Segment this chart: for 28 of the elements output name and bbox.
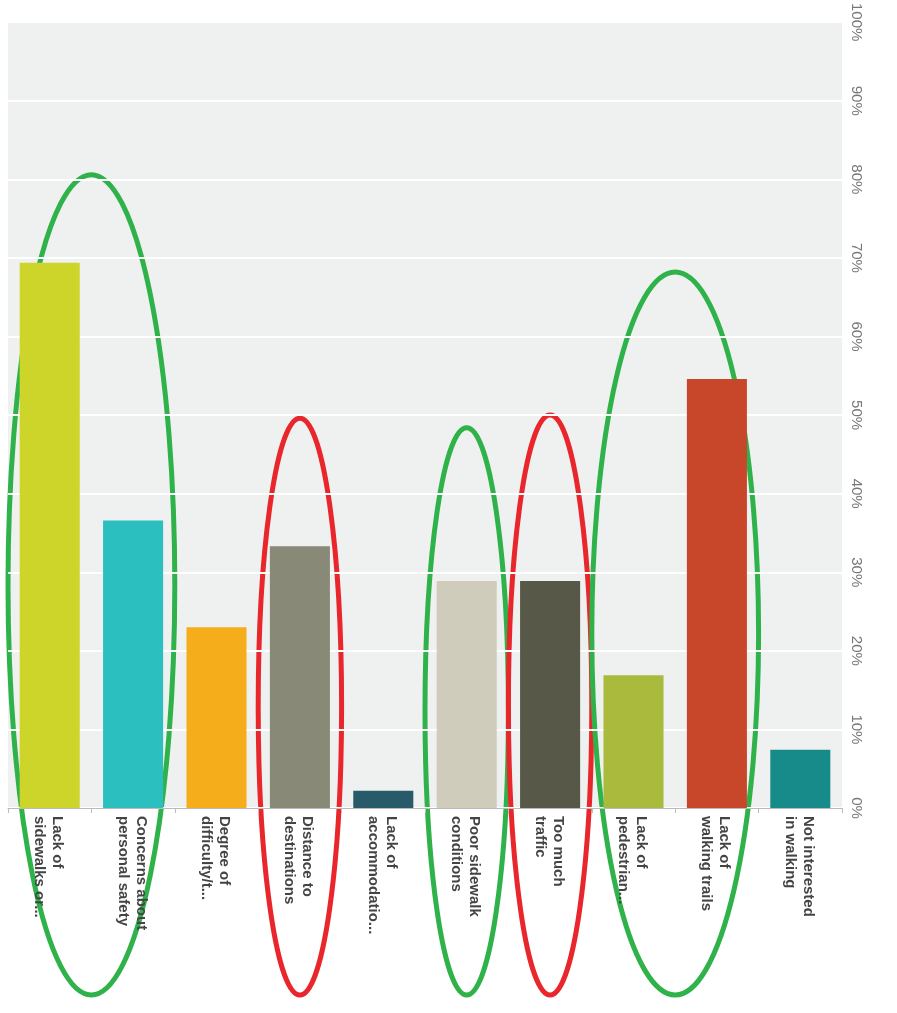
y-tick-label: 90%: [849, 85, 866, 116]
bar: [770, 749, 831, 808]
x-tick-label: Lack of sidewalks or...: [32, 816, 68, 918]
y-tick-label: 50%: [849, 400, 866, 431]
bar: [186, 627, 247, 808]
x-tick-label: Not interested in walking: [782, 816, 818, 917]
y-tick-label: 40%: [849, 478, 866, 509]
y-tick-label: 0%: [849, 797, 866, 819]
bar: [686, 378, 747, 808]
y-tick-label: 60%: [849, 321, 866, 352]
bar: [436, 580, 497, 808]
y-tick-label: 30%: [849, 557, 866, 588]
bar: [103, 520, 164, 808]
bar: [603, 675, 664, 808]
y-tick-label: 10%: [849, 714, 866, 745]
x-tick-label: Lack of accommodatio...: [365, 816, 401, 935]
y-tick-label: 70%: [849, 242, 866, 273]
bar: [520, 580, 581, 808]
bar: [269, 546, 330, 808]
y-tick-label: 20%: [849, 635, 866, 666]
y-tick-label: 100%: [849, 2, 866, 42]
x-tick-label: Poor sidewalk conditions: [449, 816, 485, 918]
bar: [19, 262, 80, 808]
bar: [353, 790, 414, 808]
y-tick-label: 80%: [849, 164, 866, 195]
x-tick-label: Lack of pedestrian...: [616, 816, 651, 905]
x-tick-label: Degree of difficulty/t...: [199, 816, 234, 901]
x-tick-label: Too much traffic: [532, 816, 568, 887]
